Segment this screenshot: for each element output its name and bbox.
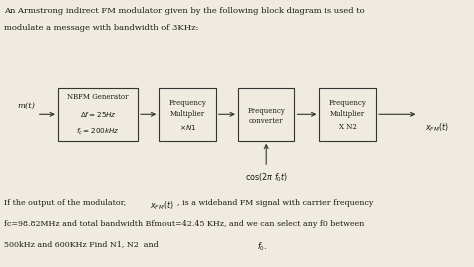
- Text: $\times N1$: $\times N1$: [179, 123, 196, 132]
- Text: X N2: X N2: [339, 123, 356, 131]
- Text: 500kHz and 600KHz Find N1, N2  and: 500kHz and 600KHz Find N1, N2 and: [4, 241, 164, 249]
- Text: Frequency: Frequency: [329, 99, 367, 107]
- Text: Frequency: Frequency: [247, 107, 285, 115]
- Text: Multiplier: Multiplier: [170, 110, 205, 118]
- Text: modulate a message with bandwidth of 3KHz:: modulate a message with bandwidth of 3KH…: [4, 25, 198, 33]
- Text: $f_0$.: $f_0$.: [257, 241, 267, 253]
- Text: $x_{FM}(t)$: $x_{FM}(t)$: [425, 121, 449, 134]
- Text: $f_c = 200kHz$: $f_c = 200kHz$: [76, 127, 120, 137]
- Bar: [319, 88, 376, 141]
- Text: NBFM Generator: NBFM Generator: [67, 92, 129, 100]
- Text: Multiplier: Multiplier: [330, 110, 365, 118]
- Text: fc=98.82MHz and total bandwidth Bfmout=42.45 KHz, and we can select any f0 betwe: fc=98.82MHz and total bandwidth Bfmout=4…: [4, 220, 364, 228]
- Text: Frequency: Frequency: [169, 99, 207, 107]
- Bar: [159, 88, 216, 141]
- Text: $\Delta f = 25Hz$: $\Delta f = 25Hz$: [80, 110, 116, 119]
- Text: $x_{FM}(t)$: $x_{FM}(t)$: [150, 199, 173, 212]
- Text: converter: converter: [249, 117, 283, 125]
- Text: m(t): m(t): [17, 102, 35, 110]
- Text: If the output of the modulator,: If the output of the modulator,: [4, 199, 128, 207]
- Bar: [58, 88, 138, 141]
- Bar: [238, 88, 294, 141]
- Text: $\cos(2\pi\ f_0 t)$: $\cos(2\pi\ f_0 t)$: [245, 172, 288, 184]
- Text: , is a wideband FM signal with carrier frequency: , is a wideband FM signal with carrier f…: [177, 199, 373, 207]
- Text: An Armstrong indirect FM modulator given by the following block diagram is used : An Armstrong indirect FM modulator given…: [4, 7, 365, 15]
